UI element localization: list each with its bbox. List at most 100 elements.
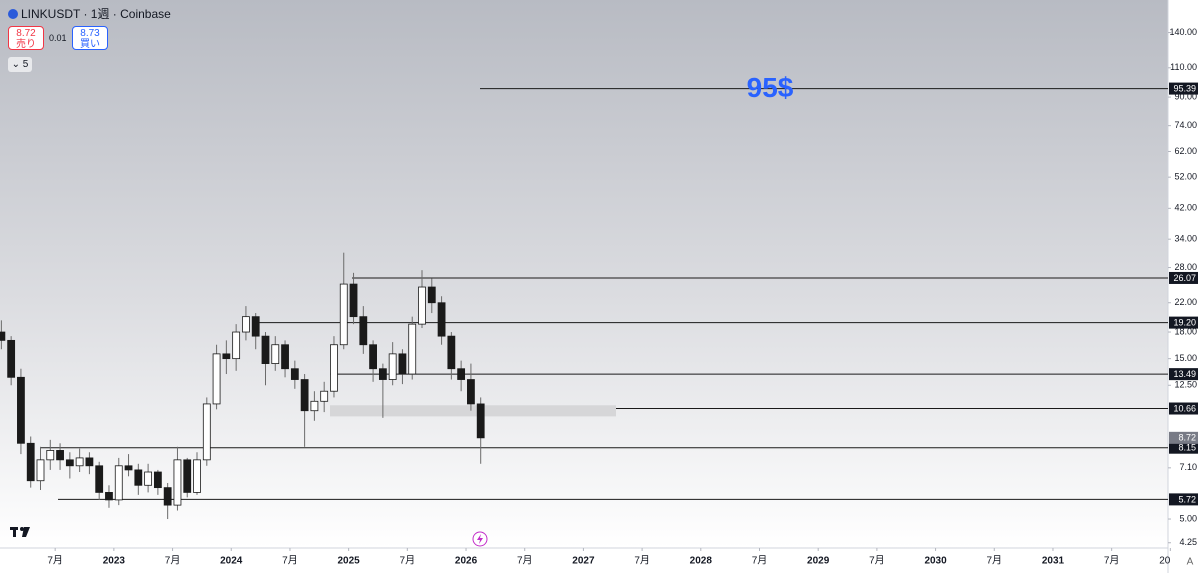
symbol-title: LINKUSDT · 1週 · Coinbase — [8, 5, 171, 22]
x-tick-label: 2029 — [807, 556, 830, 567]
x-tick-label: 7月 — [634, 555, 650, 567]
candle — [251, 313, 260, 350]
candle-body — [36, 459, 45, 482]
candle-body — [437, 302, 446, 337]
event-icon[interactable] — [472, 531, 488, 547]
candle-body — [251, 316, 260, 337]
candle-body — [467, 379, 475, 405]
buy-button[interactable]: 8.73 買い — [72, 26, 108, 50]
sell-button[interactable]: 8.72 売り — [8, 26, 44, 50]
candle-body — [153, 471, 162, 489]
y-tick-label: 5.00 — [1179, 513, 1197, 523]
level-label-box — [1169, 271, 1198, 284]
candle-body — [300, 379, 309, 412]
candle — [476, 397, 485, 464]
candle-body — [398, 353, 407, 375]
level-label-box — [1169, 493, 1198, 506]
candle — [378, 363, 387, 418]
candle — [447, 332, 456, 380]
level-label: 95.39 — [1173, 83, 1196, 93]
candle — [173, 446, 182, 511]
candle-body — [339, 283, 348, 346]
candle-body — [222, 353, 231, 360]
y-tick-label: 7.10 — [1179, 462, 1197, 472]
candle-body — [144, 471, 153, 486]
y-tick-label: 110.00 — [1170, 62, 1197, 72]
chart-layer: 140.00 110.00 90.00 74.00 62.00 52.00 42.00 34.… — [0, 27, 1198, 567]
candle — [320, 381, 329, 413]
candle — [300, 374, 309, 447]
level-label-box — [1169, 402, 1198, 415]
x-tick-label: 2031 — [1042, 556, 1065, 567]
candle — [290, 360, 299, 389]
x-tick-label: 7月 — [986, 555, 1002, 567]
candle — [281, 340, 289, 378]
level-label: 5.72 — [1178, 494, 1196, 504]
y-tick-label: 34.00 — [1174, 234, 1197, 244]
candle — [310, 391, 319, 421]
x-tick-label: 20 — [1159, 556, 1171, 567]
candle — [261, 332, 270, 386]
candle — [114, 457, 123, 506]
last-price-box — [1169, 431, 1198, 444]
y-tick-label: 4.25 — [1179, 537, 1197, 547]
candle-body — [378, 368, 387, 380]
indicators-toggle[interactable]: ⌄ 5 — [8, 57, 32, 72]
candle — [26, 436, 35, 488]
auto-scale-button[interactable]: A — [1187, 557, 1194, 568]
time-axis — [0, 548, 1168, 573]
x-tick-label: 7月 — [1104, 555, 1120, 567]
y-tick-label: 12.50 — [1174, 380, 1197, 390]
candle-body — [320, 390, 329, 402]
candle-body — [427, 286, 436, 304]
buy-label: 買い — [80, 39, 100, 50]
candle-body — [114, 465, 123, 501]
candle — [144, 463, 153, 493]
candle — [339, 252, 348, 350]
x-tick-label: 7月 — [282, 555, 298, 567]
candle-body — [457, 368, 466, 380]
y-tick-label: 62.00 — [1174, 146, 1197, 156]
candle-body — [85, 457, 94, 467]
candle — [222, 340, 231, 375]
candle-body — [369, 344, 377, 370]
candle-body — [271, 344, 280, 364]
candle-body — [330, 344, 338, 392]
level-label-box — [1169, 441, 1198, 454]
tv-logo — [10, 527, 30, 537]
candle — [330, 336, 338, 398]
candle — [398, 349, 407, 385]
symbol-text: LINKUSDT · 1週 · Coinbase — [21, 7, 171, 21]
candle-body — [124, 465, 133, 471]
candle-body — [310, 400, 319, 412]
price-axis — [1168, 0, 1200, 573]
candle — [457, 360, 466, 392]
x-tick-label: 2023 — [103, 556, 126, 567]
x-tick-label: 7月 — [517, 555, 533, 567]
x-tick-label: 2027 — [572, 556, 595, 567]
candle-body — [281, 344, 289, 370]
level-label: 10.66 — [1173, 403, 1196, 413]
candle — [232, 324, 241, 371]
candle-body — [349, 283, 358, 318]
x-tick-label: 7月 — [752, 555, 768, 567]
x-tick-label: 2028 — [690, 556, 713, 567]
candle — [75, 448, 84, 473]
candle-body — [46, 450, 55, 461]
candle-body — [261, 335, 270, 364]
candle — [437, 296, 446, 345]
y-tick-label: 18.00 — [1174, 326, 1197, 336]
x-tick-label: 2024 — [220, 556, 243, 567]
candle — [359, 306, 368, 354]
candle-body — [193, 459, 201, 493]
candle — [124, 454, 133, 477]
x-tick-label: 2026 — [455, 556, 478, 567]
candle — [427, 278, 436, 314]
sell-label: 売り — [16, 39, 36, 50]
candle — [65, 452, 74, 479]
level-label: 13.49 — [1173, 369, 1196, 379]
candle-body — [75, 457, 84, 467]
candle-body — [26, 442, 35, 482]
level-label-box — [1169, 82, 1198, 95]
